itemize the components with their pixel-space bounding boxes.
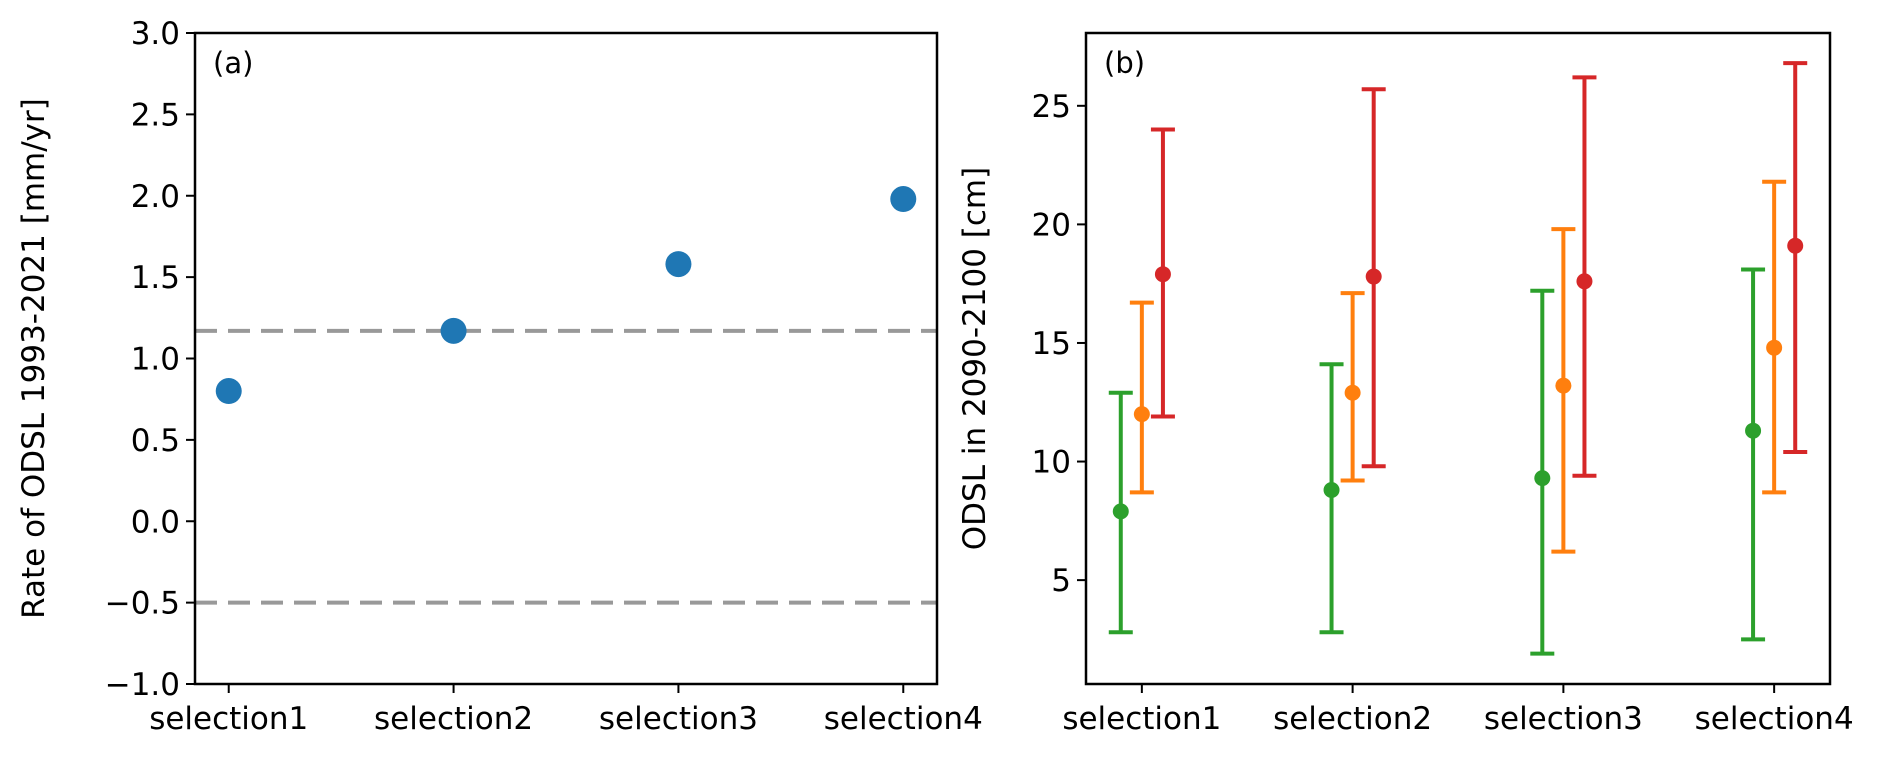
data-point [1154, 266, 1171, 283]
errorbar-orange [1551, 227, 1576, 554]
errorbar-red [1150, 127, 1175, 419]
data-point [1365, 268, 1382, 285]
y-tick-label: −0.5 [105, 586, 180, 622]
data-point [1323, 482, 1340, 499]
y-tick-label: 25 [1032, 89, 1071, 125]
y-tick-label: 1.0 [131, 342, 180, 378]
data-point [665, 251, 692, 278]
data-point [1745, 422, 1762, 439]
errorbar-orange [1762, 179, 1787, 495]
y-tick-label: 5 [1051, 563, 1071, 599]
x-tick-label: selection2 [374, 701, 533, 737]
data-point [215, 378, 242, 405]
errorbar-orange [1129, 300, 1154, 495]
data-point [1766, 339, 1783, 356]
errorbar-green [1108, 390, 1133, 635]
y-axis-label: Rate of ODSL 1993-2021 [mm/yr] [16, 98, 52, 619]
data-point [1344, 384, 1361, 401]
y-tick-label: 0.0 [131, 504, 180, 540]
errorbar-red [1361, 87, 1386, 469]
data-point [1112, 503, 1129, 520]
data-point [440, 317, 467, 344]
y-tick-label: 10 [1032, 445, 1071, 481]
errorbar-green [1741, 267, 1766, 642]
y-axis-label: ODSL in 2090-2100 [cm] [957, 167, 993, 550]
panel-a: −1.0 −0.5 0.0 0.5 1.0 1.5 2.0 2.5 3.0 selection1 s… [16, 16, 983, 737]
y-tick-label: 15 [1032, 326, 1071, 362]
errorbar-red [1783, 61, 1808, 455]
errorbar-orange [1340, 291, 1365, 483]
axes-frame [193, 31, 939, 686]
data-point [1787, 237, 1804, 254]
y-tick-label: 3.0 [131, 16, 180, 52]
x-tick-label: selection4 [1695, 701, 1854, 737]
data-point [1555, 377, 1572, 394]
y-tick-label: 2.5 [131, 97, 180, 133]
y-tick-label: 20 [1032, 207, 1071, 243]
x-tick-label: selection2 [1273, 701, 1432, 737]
y-tick-label: −1.0 [105, 667, 180, 703]
data-point [1534, 470, 1551, 487]
x-tick-label: selection1 [1062, 701, 1221, 737]
x-tick-label: selection3 [1484, 701, 1643, 737]
errorbar-green [1319, 362, 1344, 635]
errorbar-green [1530, 288, 1555, 656]
panel-b: 5 10 15 20 25 selection1 selection2 selection3 s… [957, 31, 1854, 737]
x-tick-label: selection4 [824, 701, 983, 737]
panel-label: (b) [1104, 46, 1145, 80]
x-tick-label: selection3 [599, 701, 758, 737]
errorbar-red [1572, 75, 1597, 478]
y-tick-label: 2.0 [131, 179, 180, 215]
y-tick-label: 0.5 [131, 423, 180, 459]
panel-label: (a) [213, 46, 253, 80]
data-point [1576, 273, 1593, 290]
data-point [1133, 406, 1150, 423]
axes-frame [1084, 31, 1832, 686]
x-tick-label: selection1 [149, 701, 308, 737]
y-tick-label: 1.5 [131, 260, 180, 296]
data-point [890, 186, 917, 213]
